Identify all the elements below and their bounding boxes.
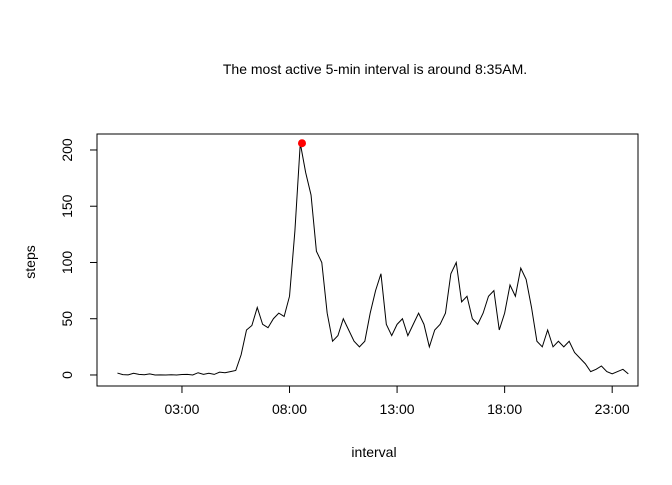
x-tick-label: 18:00 — [487, 401, 522, 417]
x-tick-label: 08:00 — [272, 401, 307, 417]
y-tick-label: 200 — [59, 138, 75, 162]
peak-point — [297, 139, 306, 148]
x-tick-label: 23:00 — [595, 401, 630, 417]
x-tick-label: 13:00 — [380, 401, 415, 417]
data-line — [117, 143, 629, 376]
y-tick-label: 0 — [59, 371, 75, 379]
y-tick-label: 150 — [59, 194, 75, 218]
y-tick-label: 100 — [59, 251, 75, 275]
y-tick-label: 50 — [59, 311, 75, 327]
x-axis-label: interval — [351, 444, 396, 460]
plot-box — [96, 133, 639, 387]
chart-title: The most active 5-min interval is around… — [223, 61, 527, 77]
x-tick-label: 03:00 — [164, 401, 199, 417]
y-axis-label: steps — [22, 245, 38, 278]
